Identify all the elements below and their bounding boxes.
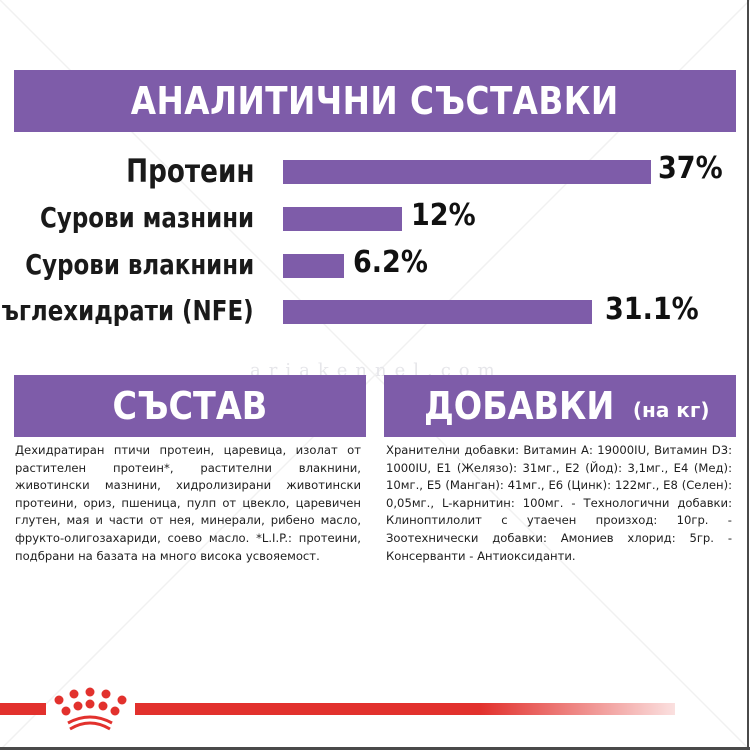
composition-title: СЪСТАВ (112, 384, 268, 428)
bar-label-carbs: Въглехидрати (NFE) (0, 294, 254, 327)
bar-carbs (283, 300, 592, 324)
frame-border-bottom (0, 747, 750, 750)
brand-line-right (135, 703, 675, 715)
bar-value-carbs: 31.1% (605, 292, 699, 327)
bar-label-fiber: Сурови влакнини (25, 248, 254, 281)
bar-value-protein: 37% (658, 151, 723, 186)
bar-value-fat: 12% (411, 198, 476, 233)
bar-fiber (283, 254, 344, 278)
additives-header-banner: ДОБАВКИ (на кг) (384, 375, 736, 437)
composition-text: Дехидратиран птичи протеин, царевица, из… (15, 443, 361, 563)
additives-text: Хранителни добавки: Витамин А: 19000IU, … (386, 443, 732, 563)
bar-fat (283, 207, 402, 231)
analytical-title: АНАЛИТИЧНИ СЪСТАВКИ (131, 79, 619, 123)
bar-value-fiber: 6.2% (353, 245, 428, 280)
additives-subtitle: (на кг) (632, 398, 710, 422)
analytical-header-banner: АНАЛИТИЧНИ СЪСТАВКИ (14, 70, 736, 132)
bar-protein (283, 160, 651, 184)
bar-label-fat: Сурови мазнини (39, 201, 254, 234)
royal-canin-crown-icon (54, 687, 127, 731)
frame-border-right (747, 0, 749, 750)
additives-title: ДОБАВКИ (423, 384, 614, 428)
composition-header-banner: СЪСТАВ (14, 375, 366, 437)
brand-line-left (0, 703, 46, 715)
bar-label-protein: Протеин (125, 152, 254, 190)
